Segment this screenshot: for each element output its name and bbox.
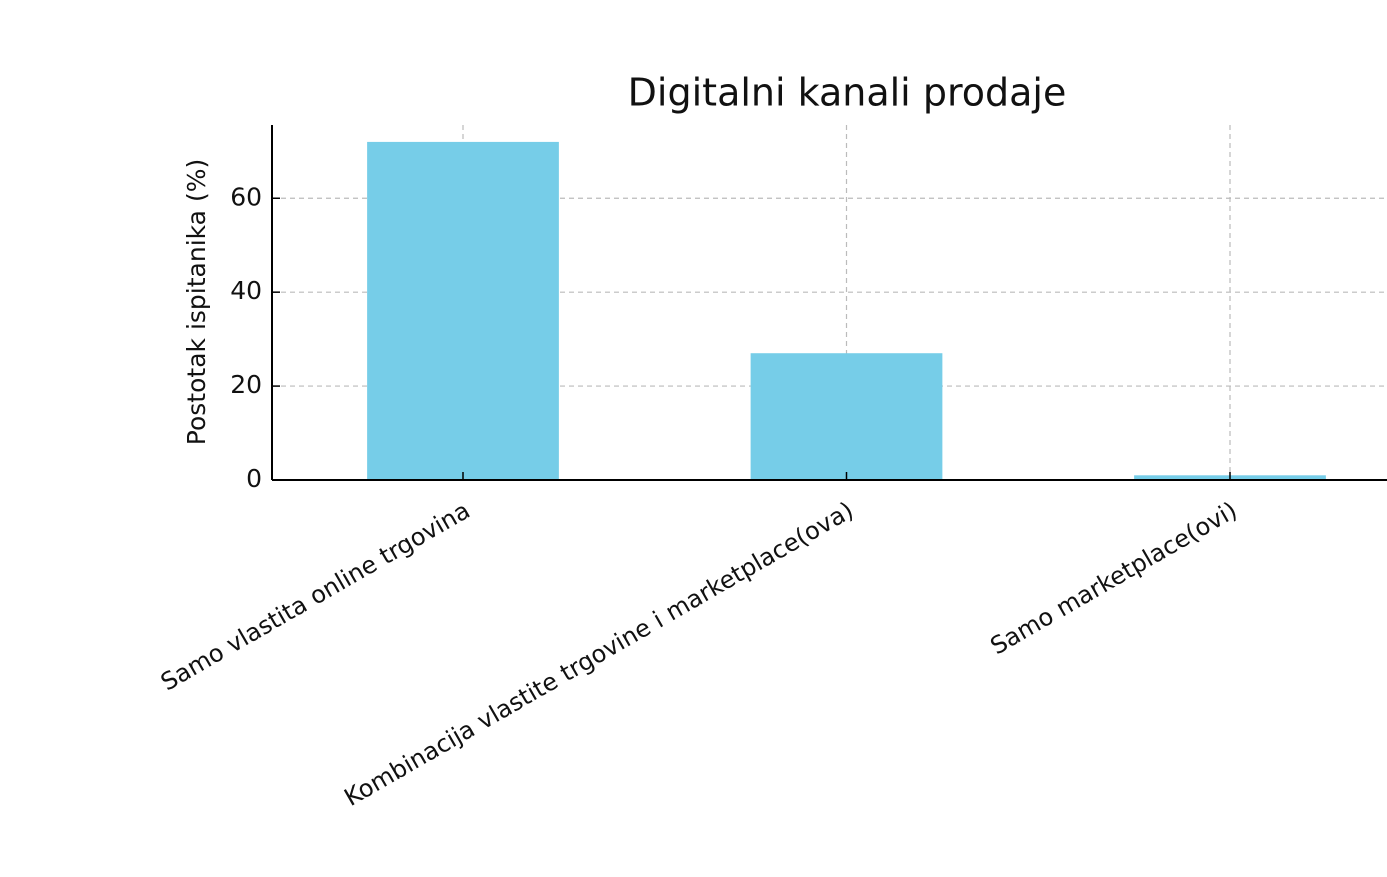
bar: [750, 353, 943, 480]
y-tick-label: 0: [246, 464, 262, 493]
y-tick-label: 40: [230, 276, 262, 305]
bar: [367, 141, 559, 480]
chart-title: Digitalni kanali prodaje: [628, 71, 1067, 115]
y-tick-label: 60: [230, 182, 262, 211]
y-axis-label: Postotak ispitanika (%): [182, 159, 211, 445]
x-tick-label: Samo marketplace(ovi): [986, 496, 1242, 660]
x-tick-label: Samo vlastita online trgovina: [156, 496, 475, 696]
y-tick-label: 20: [230, 370, 262, 399]
